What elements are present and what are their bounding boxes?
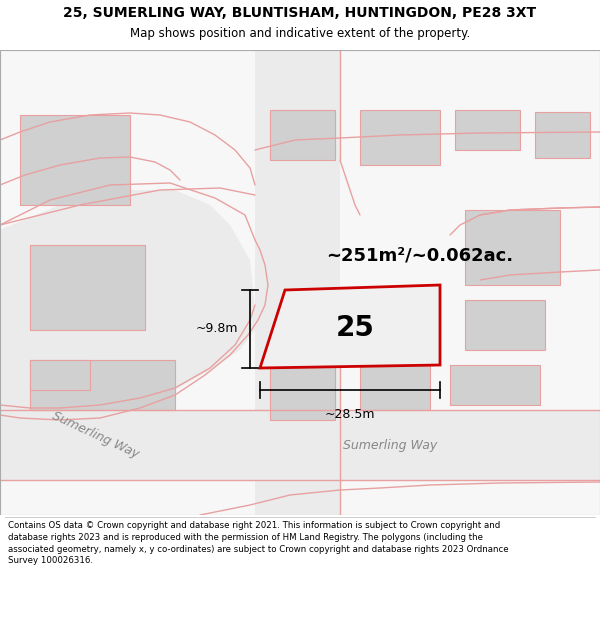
Polygon shape [360, 360, 430, 410]
Text: 25, SUMERLING WAY, BLUNTISHAM, HUNTINGDON, PE28 3XT: 25, SUMERLING WAY, BLUNTISHAM, HUNTINGDO… [64, 6, 536, 20]
Polygon shape [270, 110, 335, 160]
Text: ~28.5m: ~28.5m [325, 408, 375, 421]
Polygon shape [0, 50, 600, 515]
Text: Sumerling Way: Sumerling Way [50, 409, 140, 461]
Text: Sumerling Way: Sumerling Way [343, 439, 437, 451]
Polygon shape [260, 285, 440, 368]
Polygon shape [455, 110, 520, 150]
Polygon shape [20, 115, 130, 205]
Polygon shape [30, 360, 175, 410]
Text: ~251m²/~0.062ac.: ~251m²/~0.062ac. [326, 246, 514, 264]
Polygon shape [450, 365, 540, 405]
Polygon shape [465, 300, 545, 350]
Polygon shape [0, 190, 255, 410]
Text: Map shows position and indicative extent of the property.: Map shows position and indicative extent… [130, 28, 470, 41]
Polygon shape [0, 410, 600, 480]
Polygon shape [30, 360, 90, 390]
Text: ~9.8m: ~9.8m [196, 322, 238, 336]
Text: Contains OS data © Crown copyright and database right 2021. This information is : Contains OS data © Crown copyright and d… [8, 521, 509, 566]
Polygon shape [255, 50, 340, 515]
Text: 25: 25 [335, 314, 374, 342]
Polygon shape [30, 245, 145, 330]
Polygon shape [360, 110, 440, 165]
Polygon shape [535, 112, 590, 158]
Polygon shape [465, 210, 560, 285]
Polygon shape [270, 360, 335, 420]
